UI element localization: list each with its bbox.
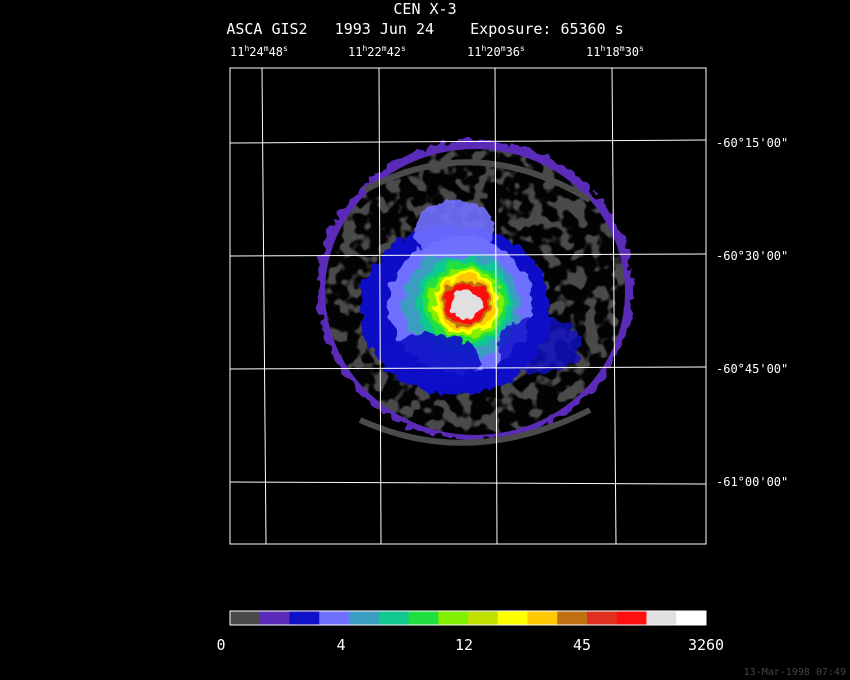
colorbar-swatch (468, 611, 499, 625)
colorbar-label: 45 (572, 636, 592, 654)
colorbar-swatch (527, 611, 558, 625)
colorbar-swatch (378, 611, 409, 625)
image-title: CEN X-3 (393, 0, 457, 18)
ra-tick-label: 11h20m36s (467, 44, 525, 59)
dec-tick-label: -60°30'00" (716, 249, 789, 263)
coordinate-grid (230, 68, 706, 544)
detector-inner-ring (363, 159, 592, 203)
ra-tick-label: 11h24m48s (230, 44, 288, 59)
dec-tick-label: -61°00'00" (716, 475, 789, 489)
colorbar-frame (229, 610, 707, 626)
colorbar-swatch (646, 611, 677, 625)
observation-subtitle: ASCA GIS2 1993 Jun 24 Exposure: 65360 s (226, 20, 624, 38)
colorbar-swatch (230, 611, 261, 625)
colorbar-swatch (497, 611, 528, 625)
colorbar (230, 611, 707, 625)
plot-frame (229, 67, 707, 545)
colorbar-swatch (616, 611, 647, 625)
dec-tick-label: -60°45'00" (716, 362, 789, 376)
colorbar-swatch (289, 611, 320, 625)
colorbar-swatch (349, 611, 380, 625)
colorbar-swatch (438, 611, 469, 625)
ra-tick-label: 11h18m30s (586, 44, 644, 59)
colorbar-swatch (259, 611, 290, 625)
colorbar-swatch (408, 611, 439, 625)
ra-tick-label: 11h22m42s (348, 44, 406, 59)
dec-tick-label: -60°15'00" (716, 136, 789, 150)
colorbar-label: 0 (216, 636, 226, 654)
colorbar-swatch (587, 611, 618, 625)
timestamp: 13-Mar-1998 07:49 (743, 667, 846, 678)
colorbar-label: 3260 (687, 636, 725, 654)
blue-halo-arm (380, 200, 582, 386)
colorbar-swatch (676, 611, 707, 625)
colorbar-label: 4 (336, 636, 346, 654)
colorbar-label: 12 (454, 636, 474, 654)
colorbar-swatch (319, 611, 350, 625)
colorbar-swatch (557, 611, 588, 625)
